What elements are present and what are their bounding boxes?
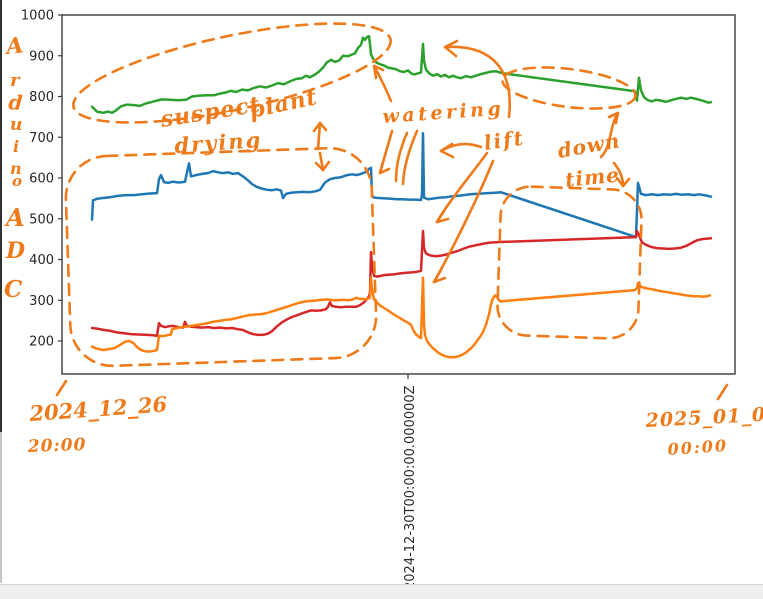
ylabel-letter-4-i: i: [13, 137, 19, 156]
hand-tick-left: [55, 379, 68, 397]
window-edge-left-dark: [0, 0, 2, 432]
time-down-arrow-head: [615, 176, 631, 188]
y-tick-label-200: 200: [29, 335, 54, 350]
y-tick-label-700: 700: [29, 131, 54, 146]
y-tick-label-400: 400: [29, 253, 54, 268]
downtime-region-ellipse: [501, 66, 637, 110]
window-edge-left-light: [0, 432, 2, 583]
x-tick-label: 2024-12-30T00:00:00.000000Z: [403, 385, 418, 590]
watering-curve-stroke-2: [401, 129, 419, 186]
time-label: time: [564, 162, 621, 192]
ylabel-letter-2-d: d: [8, 90, 24, 115]
hand-tick-right: [716, 383, 729, 401]
watering-label: watering: [382, 98, 505, 128]
plot-frame: [61, 14, 736, 375]
ylabel-letter-5-n: n: [10, 159, 22, 178]
down-label: down: [556, 128, 622, 163]
lift-to-blue-spike-arrow-head: [439, 142, 455, 159]
drying-label: drying: [174, 127, 263, 158]
watering-to-green-arrow-head: [372, 64, 385, 80]
ylabel-letter-1-r: r: [10, 70, 21, 91]
date-left-line1: 2024_12_26: [28, 391, 169, 426]
plant-to-ellipse-arrow-head: [312, 121, 328, 133]
watering-curve-stroke-1: [394, 131, 409, 183]
watering-down-arrow-head: [378, 160, 391, 175]
series-line-blue: [90, 131, 713, 239]
downtime-up-arrow-head: [607, 111, 620, 125]
y-tick-label-300: 300: [29, 294, 54, 309]
y-tick-label-600: 600: [29, 172, 54, 187]
date-right-line1: 2025_01_02: [644, 403, 763, 432]
date-right-line2: 00:00: [667, 436, 729, 459]
lift-label: lift: [482, 125, 526, 154]
plant-down-arrow: [318, 151, 325, 172]
suspect-region-ellipse: [72, 22, 392, 124]
lift-to-orange-spike-arrow-head: [432, 268, 447, 284]
y-tick-label-1000: 1000: [21, 9, 54, 24]
y-tick-label-800: 800: [29, 90, 54, 105]
arc-to-green-spike-arrow: [443, 45, 512, 119]
window-bottom-strip: [0, 584, 763, 599]
ylabel-letter-6-o: o: [12, 172, 22, 190]
left-region-outline: [64, 146, 378, 368]
series-line-red: [90, 229, 713, 337]
lift-to-red-spike-arrow-head: [435, 209, 450, 224]
y-tick-label-900: 900: [29, 49, 54, 64]
y-tick-label-500: 500: [29, 212, 54, 227]
date-left-line2: 20:00: [26, 435, 86, 457]
watering-to-green-arrow: [372, 64, 393, 103]
plant-down-arrow-head: [314, 160, 331, 172]
arc-to-green-spike-arrow-head: [443, 39, 459, 58]
ylabel-letter-3-u: u: [10, 115, 22, 135]
ylabel-letter-8-D: D: [5, 238, 25, 264]
gap-region-outline: [496, 185, 643, 340]
series-line-orange: [90, 276, 712, 359]
plant-label: plant: [247, 84, 320, 124]
ylabel-letter-7-A: A: [4, 203, 25, 232]
ylabel-letter-9-C: C: [4, 276, 23, 303]
ylabel-letter-0-A: A: [3, 32, 25, 60]
plant-to-ellipse-arrow: [316, 121, 322, 151]
